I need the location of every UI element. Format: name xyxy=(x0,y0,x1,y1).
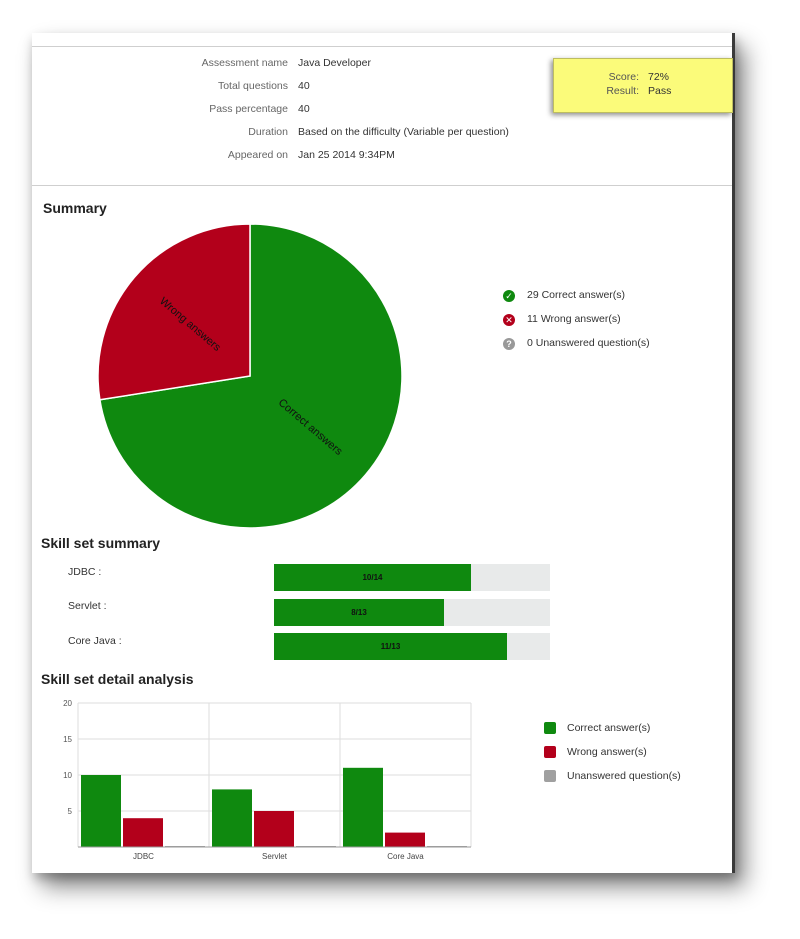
info-label: Appeared on xyxy=(227,149,288,161)
bar-servlet-series-0 xyxy=(212,789,252,847)
bar-core-java-series-1 xyxy=(385,832,425,847)
skill-progress-text: 10/14 xyxy=(362,573,383,582)
bar-legend-unanswered-text: Unanswered question(s) xyxy=(567,770,681,782)
skill-progress-fill xyxy=(274,599,444,626)
info-value: 40 xyxy=(298,103,310,115)
info-value: Based on the difficulty (Variable per qu… xyxy=(298,126,509,138)
score-label: Score: xyxy=(608,71,639,83)
score-value: 72% xyxy=(648,71,670,83)
results-panel: Assessment name Java Developer Total que… xyxy=(32,33,735,873)
pie-slice-correct xyxy=(99,223,403,529)
info-value: 40 xyxy=(298,80,310,92)
question-circle-icon: ? xyxy=(503,338,515,350)
y-tick-label: 10 xyxy=(63,771,72,780)
check-circle-icon: ✓ xyxy=(503,290,515,302)
correct-swatch xyxy=(544,722,556,734)
bar-jdbc-series-0 xyxy=(81,775,121,847)
legend-correct-text: 29 Correct answer(s) xyxy=(527,289,626,301)
top-divider xyxy=(32,46,732,47)
score-row: Score: 72% xyxy=(554,71,732,85)
x-tick-label: JDBC xyxy=(133,852,154,861)
info-row-assessment-name: Assessment name Java Developer xyxy=(32,57,532,75)
unanswered-swatch xyxy=(544,770,556,782)
skill-progress-core-java: 11/13 xyxy=(274,633,550,660)
skill-progress-fill xyxy=(274,564,471,591)
section-divider xyxy=(32,185,732,186)
bar-legend-correct-text: Correct answer(s) xyxy=(567,722,651,734)
y-tick-label: 15 xyxy=(63,735,72,744)
score-box: Score: 72% Result: Pass xyxy=(553,58,733,113)
skill-label-core-java: Core Java : xyxy=(68,635,122,647)
wrong-swatch xyxy=(544,746,556,758)
info-row-duration: Duration Based on the difficulty (Variab… xyxy=(32,126,532,144)
result-label: Result: xyxy=(606,85,639,97)
result-value: Pass xyxy=(648,85,672,97)
summary-title: Summary xyxy=(43,200,107,216)
info-label: Total questions xyxy=(217,80,288,92)
bar-legend-wrong-text: Wrong answer(s) xyxy=(567,746,647,758)
pie-slice-wrong xyxy=(97,223,251,401)
skill-progress-servlet: 8/13 xyxy=(274,599,550,626)
info-label: Pass percentage xyxy=(209,103,288,115)
skill-detail-bar-chart: 5 10 15 20 JDBC Servlet Core Java xyxy=(63,699,472,861)
info-row-total-questions: Total questions 40 xyxy=(32,80,532,98)
skill-label-servlet: Servlet : xyxy=(68,600,107,612)
info-row-pass-percentage: Pass percentage 40 xyxy=(32,103,532,121)
bar-jdbc-series-1 xyxy=(123,818,163,847)
skill-summary-title: Skill set summary xyxy=(41,535,161,551)
y-tick-label: 5 xyxy=(68,807,73,816)
x-tick-label: Servlet xyxy=(262,852,288,861)
result-row: Result: Pass xyxy=(554,85,732,99)
y-tick-label: 20 xyxy=(63,699,72,708)
legend-unanswered-text: 0 Unanswered question(s) xyxy=(527,337,650,349)
bar-core-java-series-0 xyxy=(343,767,383,847)
info-row-appeared-on: Appeared on Jan 25 2014 9:34PM xyxy=(32,149,532,167)
skill-progress-jdbc: 10/14 xyxy=(274,564,550,591)
skill-detail-title: Skill set detail analysis xyxy=(41,671,194,687)
skill-progress-text: 8/13 xyxy=(351,608,367,617)
info-label: Duration xyxy=(248,126,288,138)
x-tick-label: Core Java xyxy=(387,852,424,861)
skill-progress-fill xyxy=(274,633,507,660)
info-value: Java Developer xyxy=(298,57,371,69)
bar-servlet-series-1 xyxy=(254,811,294,847)
skill-progress-text: 11/13 xyxy=(380,642,401,651)
info-value: Jan 25 2014 9:34PM xyxy=(298,149,395,161)
legend-wrong-text: 11 Wrong answer(s) xyxy=(527,313,621,325)
x-circle-icon: ✕ xyxy=(503,314,515,326)
info-label: Assessment name xyxy=(201,57,288,69)
skill-label-jdbc: JDBC : xyxy=(68,566,102,578)
